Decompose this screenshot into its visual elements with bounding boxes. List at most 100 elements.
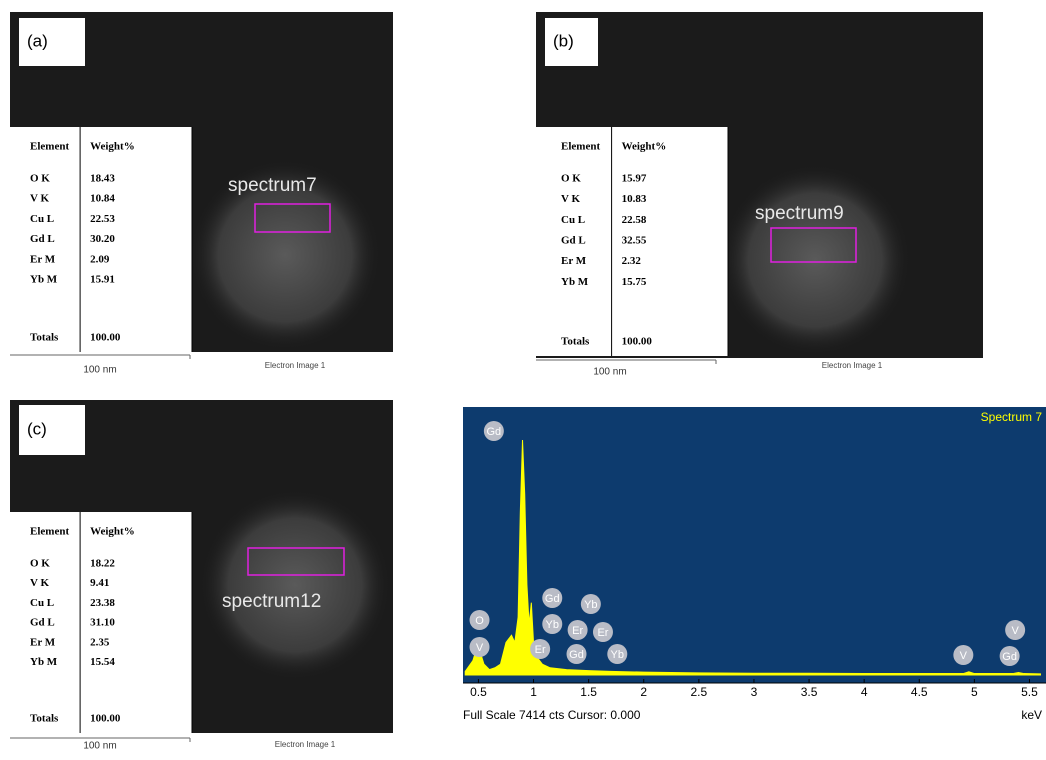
plot-background: [463, 407, 1046, 683]
peak-marker: Er: [568, 620, 588, 640]
table-cell: 31.10: [90, 617, 115, 629]
panel-label: (a): [27, 31, 48, 50]
particle: [720, 165, 910, 355]
x-tick-label: 4: [861, 685, 868, 699]
table-cell: Er M: [30, 253, 56, 265]
x-tick-label: 5.5: [1021, 685, 1038, 699]
table-cell: 10.83: [622, 193, 647, 205]
particle: [200, 490, 390, 680]
figure: (a)spectrum7ElementWeight%O K18.43V K10.…: [0, 0, 1046, 755]
peak-marker: V: [470, 637, 490, 657]
scale-bar-label: 100 nm: [83, 365, 116, 376]
peak-label: Er: [535, 644, 546, 656]
table-cell: V K: [561, 193, 580, 205]
spectrum-label: spectrum7: [228, 175, 317, 196]
x-tick-label: 5: [971, 685, 978, 699]
table-cell: 15.54: [90, 656, 115, 668]
table-cell: Yb M: [561, 276, 589, 288]
table-cell: 10.84: [90, 193, 115, 205]
x-tick-label: 3.5: [801, 685, 818, 699]
peak-marker: Gd: [484, 421, 504, 441]
peak-marker: Er: [593, 622, 613, 642]
peak-marker: Gd: [567, 644, 587, 664]
spectrum-label: spectrum9: [755, 203, 844, 224]
panel: (a)spectrum7ElementWeight%O K18.43V K10.…: [10, 12, 393, 376]
peak-label: V: [960, 650, 968, 662]
peak-marker: Yb: [607, 644, 627, 664]
table-cell: O K: [30, 558, 50, 570]
table-cell: 2.09: [90, 253, 110, 265]
peak-label: Gd: [487, 426, 502, 438]
table-header: Element: [30, 141, 69, 153]
table-cell: Yb M: [30, 273, 58, 285]
peak-label: Er: [597, 627, 608, 639]
panel-label: (c): [27, 419, 47, 438]
table-cell: 15.91: [90, 273, 115, 285]
peak-marker: Gd: [1000, 646, 1020, 666]
table-cell: Er M: [30, 636, 56, 648]
table-cell: Cu L: [30, 597, 54, 609]
image-caption: Electron Image 1: [275, 740, 336, 749]
x-tick-label: 3: [751, 685, 758, 699]
table-cell: Cu L: [30, 213, 54, 225]
x-tick-label: 2: [640, 685, 647, 699]
peak-label: Yb: [546, 619, 559, 631]
x-tick-label: 0.5: [470, 685, 487, 699]
table-cell: Gd L: [30, 233, 55, 245]
peak-marker: Yb: [542, 614, 562, 634]
panel-label: (b): [553, 31, 574, 50]
peak-label: Gd: [1002, 651, 1017, 663]
image-caption: Electron Image 1: [265, 361, 326, 370]
peak-label: V: [1011, 625, 1019, 637]
chart-title: Spectrum 7: [981, 410, 1043, 424]
table-header: Element: [561, 141, 600, 153]
peak-label: V: [476, 642, 484, 654]
table-total: 100.00: [90, 713, 121, 725]
x-tick-label: 1.5: [580, 685, 597, 699]
table-cell: 9.41: [90, 577, 109, 589]
table-cell: 2.32: [622, 255, 642, 267]
peak-marker: V: [1005, 620, 1025, 640]
table-total: Totals: [30, 713, 59, 725]
table-cell: 30.20: [90, 233, 115, 245]
table-cell: 22.53: [90, 213, 115, 225]
table-cell: O K: [561, 173, 581, 185]
table-cell: 23.38: [90, 597, 115, 609]
peak-label: Er: [572, 625, 583, 637]
peak-label: Yb: [611, 649, 624, 661]
table-header: Weight%: [622, 141, 667, 153]
table-cell: O K: [30, 173, 50, 185]
x-tick-label: 4.5: [911, 685, 928, 699]
table-cell: 15.75: [622, 276, 647, 288]
table-cell: 18.43: [90, 173, 115, 185]
chart-footer: Full Scale 7414 cts Cursor: 0.000: [463, 708, 641, 722]
x-tick-label: 1: [530, 685, 537, 699]
x-axis-label: keV: [1021, 708, 1042, 722]
peak-marker: Er: [530, 639, 550, 659]
peak-label: O: [475, 615, 484, 627]
table-cell: Yb M: [30, 656, 58, 668]
table-cell: Gd L: [561, 235, 586, 247]
panel: (c)spectrum12ElementWeight%O K18.22V K9.…: [10, 400, 393, 752]
peak-marker: O: [470, 610, 490, 630]
table-cell: Gd L: [30, 617, 55, 629]
x-tick-label: 2.5: [691, 685, 708, 699]
table-header: Weight%: [90, 141, 135, 153]
table-total: Totals: [561, 336, 590, 348]
table-header: Element: [30, 526, 69, 538]
image-caption: Electron Image 1: [822, 361, 883, 370]
table-cell: Er M: [561, 255, 587, 267]
scale-bar-label: 100 nm: [593, 367, 626, 378]
table-cell: 32.55: [622, 235, 647, 247]
peak-marker: Yb: [581, 594, 601, 614]
spectrum-label: spectrum12: [222, 591, 321, 612]
table-cell: 22.58: [622, 214, 647, 226]
table-total: Totals: [30, 332, 59, 344]
peak-marker: V: [953, 645, 973, 665]
table-cell: V K: [30, 577, 49, 589]
peak-label: Gd: [545, 593, 560, 605]
table-total: 100.00: [622, 336, 653, 348]
table-cell: 15.97: [622, 173, 647, 185]
panel: (b) spectrum9 Element Weight% O K 15.97 V K 10.…: [536, 12, 983, 378]
table-cell: 18.22: [90, 558, 115, 570]
